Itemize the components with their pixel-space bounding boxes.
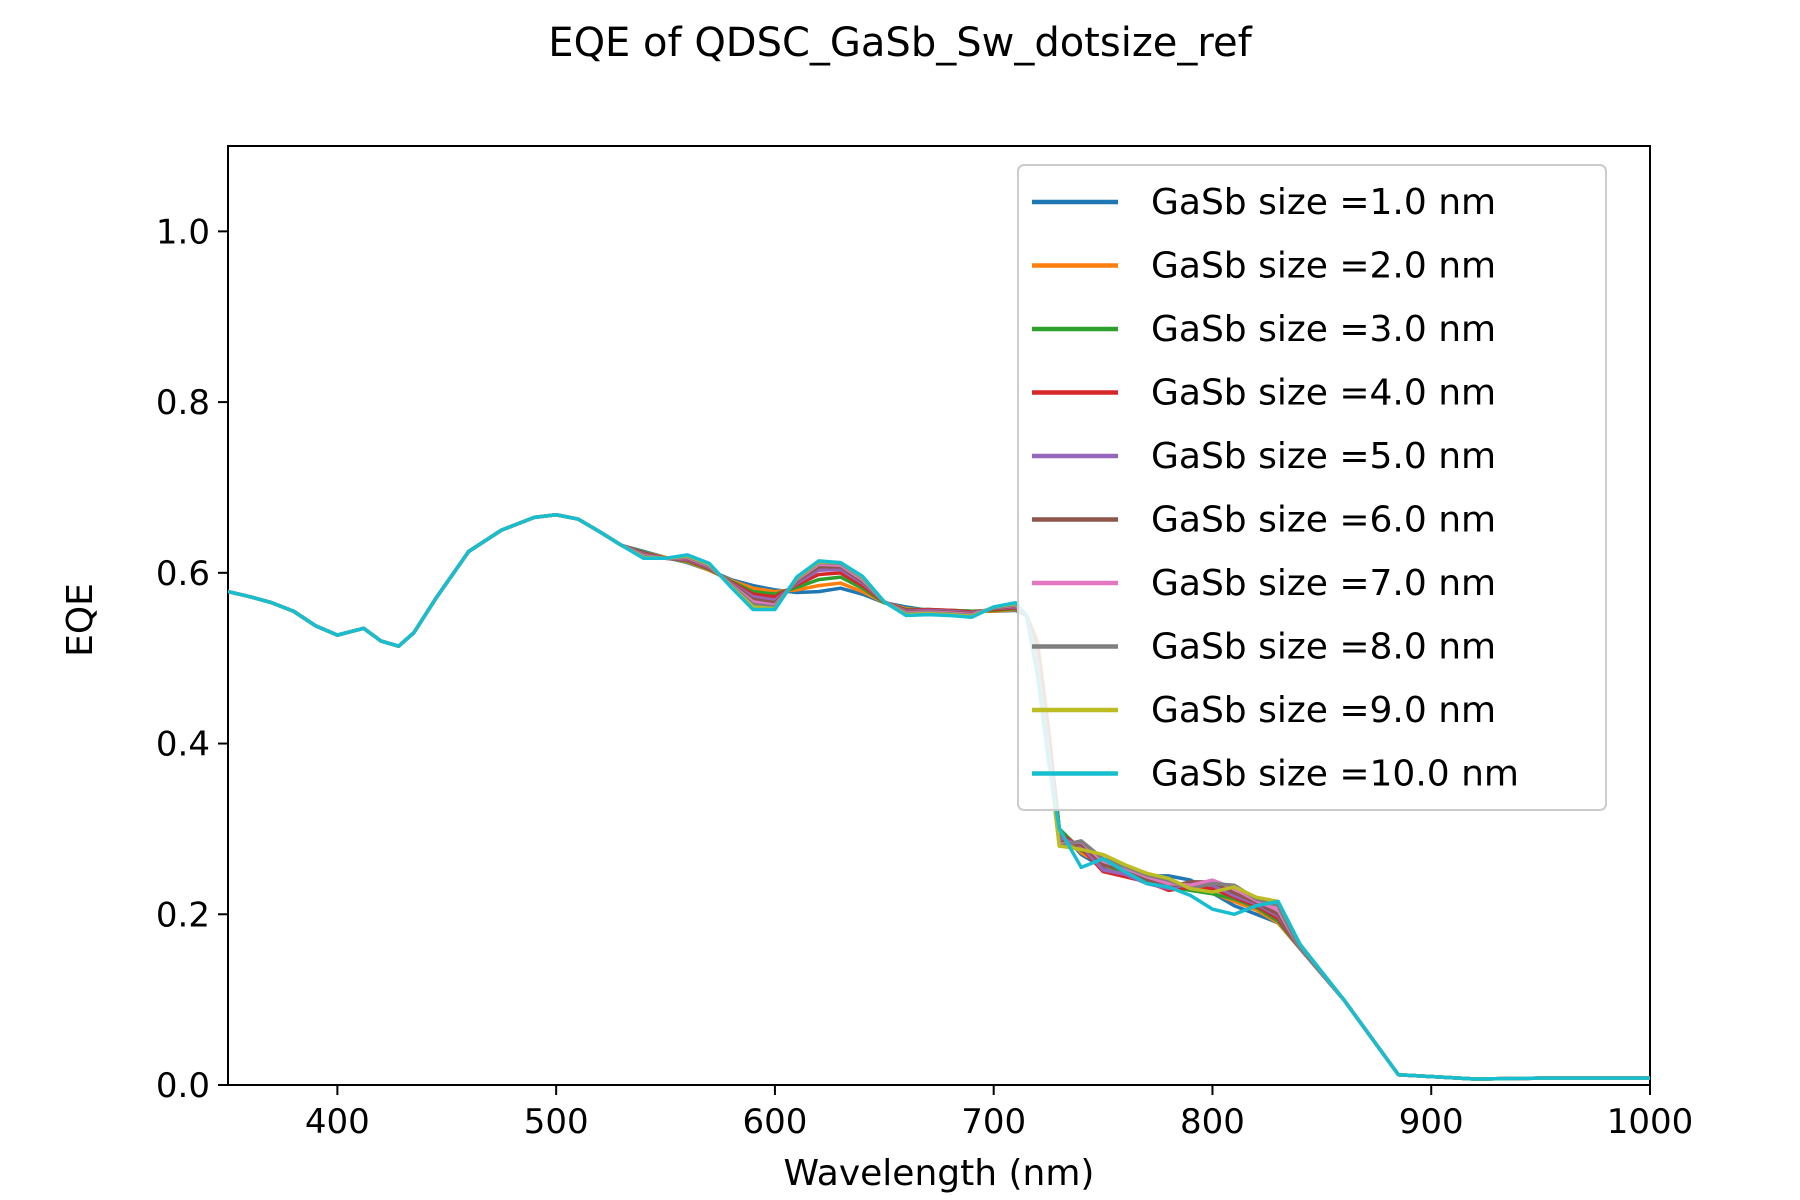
- y-tick-label: 0.0: [156, 1066, 210, 1106]
- y-tick-label: 0.4: [156, 725, 210, 765]
- legend-label-9: GaSb size =9.0 nm: [1151, 690, 1496, 731]
- legend-label-4: GaSb size =4.0 nm: [1151, 373, 1496, 414]
- legend: GaSb size =1.0 nm GaSb size =2.0 nm GaSb s…: [1017, 164, 1607, 811]
- x-tick-label: 900: [1399, 1102, 1464, 1142]
- legend-label-5: GaSb size =5.0 nm: [1151, 436, 1496, 477]
- y-tick-label: 1.0: [156, 212, 210, 252]
- legend-label-2: GaSb size =2.0 nm: [1151, 246, 1496, 287]
- y-tick-label: 0.6: [156, 554, 210, 594]
- x-axis-label: Wavelength (nm): [784, 1153, 1095, 1194]
- y-axis-label: EQE: [60, 583, 101, 657]
- x-tick-label: 500: [524, 1102, 589, 1142]
- x-tick-label: 400: [305, 1102, 370, 1142]
- x-tick-label: 700: [961, 1102, 1026, 1142]
- y-tick-label: 0.8: [156, 383, 210, 423]
- y-tick-label: 0.2: [156, 895, 210, 935]
- y-axis-ticks: 0.0 0.2 0.4 0.6 0.8 1.0: [156, 212, 228, 1106]
- legend-label-6: GaSb size =6.0 nm: [1151, 500, 1496, 541]
- legend-label-1: GaSb size =1.0 nm: [1151, 182, 1496, 223]
- plot-area: [227, 145, 1651, 1086]
- x-axis-ticks: 400 500 600 700 800 900 1000: [305, 1085, 1693, 1142]
- x-tick-label: 1000: [1607, 1102, 1694, 1142]
- legend-label-8: GaSb size =8.0 nm: [1151, 627, 1496, 668]
- series-line-10: [228, 513, 1650, 1081]
- legend-label-3: GaSb size =3.0 nm: [1151, 309, 1496, 350]
- series-layer: [228, 513, 1650, 1081]
- legend-box: [1017, 164, 1607, 811]
- legend-label-10: GaSb size =10.0 nm: [1151, 754, 1519, 795]
- x-tick-label: 600: [742, 1102, 807, 1142]
- chart-title: EQE of QDSC_GaSb_Sw_dotsize_ref: [548, 20, 1252, 66]
- legend-label-7: GaSb size =7.0 nm: [1151, 563, 1496, 604]
- x-tick-label: 800: [1180, 1102, 1245, 1142]
